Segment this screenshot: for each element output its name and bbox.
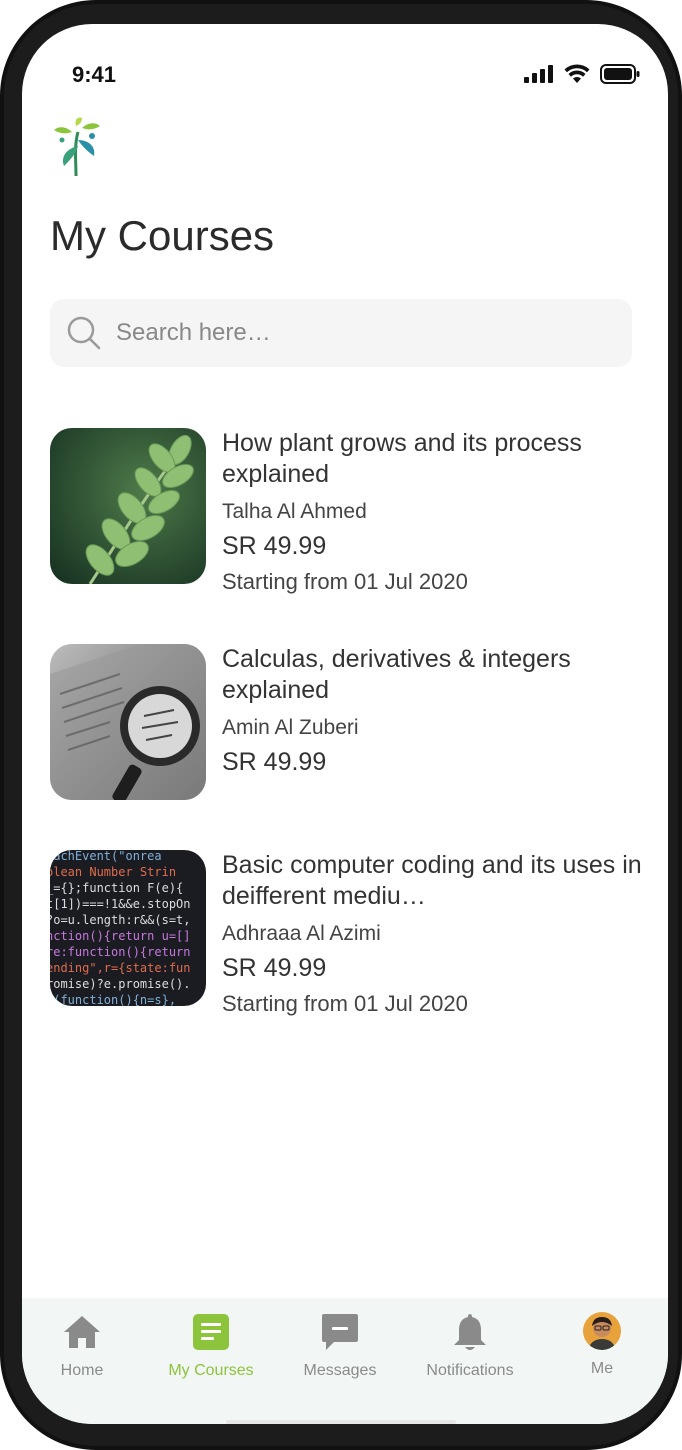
status-bar: 9:41 xyxy=(22,24,668,124)
search-input[interactable] xyxy=(116,309,616,357)
tab-my-courses[interactable]: My Courses xyxy=(151,1312,271,1392)
course-author: Amin Al Zuberi xyxy=(222,716,359,739)
screen: 9:41 xyxy=(22,24,668,1424)
home-icon xyxy=(64,1316,100,1348)
course-thumbnail-code[interactable]: tachEvent("onrea olean Number Strin _={}… xyxy=(50,850,206,1006)
tab-home[interactable]: Home xyxy=(22,1312,142,1392)
svg-text:re:function(){return: re:function(){return xyxy=(50,945,191,959)
bottom-tab-bar: Home My Courses Messag xyxy=(22,1298,668,1424)
course-title[interactable]: How plant grows and its process explaine… xyxy=(222,429,582,488)
svg-text:olean Number Strin: olean Number Strin xyxy=(50,865,176,879)
course-item[interactable]: How plant grows and its process explaine… xyxy=(50,428,650,598)
course-price: SR 49.99 xyxy=(222,532,327,560)
tab-me[interactable]: Me xyxy=(542,1312,662,1392)
message-icon xyxy=(322,1314,358,1350)
svg-text:nction(){return u=[]: nction(){return u=[] xyxy=(50,929,191,943)
tab-notifications[interactable]: Notifications xyxy=(410,1312,530,1392)
course-title[interactable]: Calculas, derivatives & integers explain… xyxy=(222,645,571,704)
course-title[interactable]: Basic computer coding and its uses in de… xyxy=(222,851,642,910)
phone-bezel: 9:41 xyxy=(4,4,678,1446)
course-item[interactable]: Calculas, derivatives & integers explain… xyxy=(50,644,650,814)
course-start-date: Starting from 01 Jul 2020 xyxy=(222,991,468,1016)
svg-text:?o=u.length:r&&(s=t,: ?o=u.length:r&&(s=t, xyxy=(50,913,191,927)
avatar xyxy=(583,1312,621,1350)
svg-text:romise)?e.promise().: romise)?e.promise(). xyxy=(50,977,191,991)
code-screen-image: tachEvent("onrea olean Number Strin _={}… xyxy=(50,850,206,1006)
course-price: SR 49.99 xyxy=(222,954,327,982)
search-bar[interactable] xyxy=(50,299,632,367)
courses-icon xyxy=(193,1314,229,1350)
svg-text:d(function(){n=s},: d(function(){n=s}, xyxy=(50,993,176,1006)
search-icon xyxy=(67,316,101,350)
course-item[interactable]: tachEvent("onrea olean Number Strin _={}… xyxy=(50,850,650,1020)
tab-label: Me xyxy=(590,1360,614,1377)
course-author: Talha Al Ahmed xyxy=(222,500,367,523)
status-time: 9:41 xyxy=(72,62,117,87)
status-icons xyxy=(524,64,640,84)
course-thumbnail-plant[interactable] xyxy=(50,428,206,584)
plant-leaf-image xyxy=(50,428,206,584)
course-author: Adhraaa Al Azimi xyxy=(222,922,381,945)
course-info: Calculas, derivatives & integers explain… xyxy=(222,644,642,777)
tab-label: Home xyxy=(60,1362,104,1379)
tab-messages[interactable]: Messages xyxy=(280,1312,400,1392)
course-info: How plant grows and its process explaine… xyxy=(222,428,642,595)
svg-text:ending",r={state:fun: ending",r={state:fun xyxy=(50,961,191,975)
home-indicator xyxy=(226,1420,456,1424)
course-price: SR 49.99 xyxy=(222,748,327,776)
signal-icon xyxy=(524,65,553,83)
tab-label: Messages xyxy=(303,1362,377,1379)
wifi-icon xyxy=(564,64,590,83)
course-thumbnail-math[interactable] xyxy=(50,644,206,800)
course-start-date: Starting from 01 Jul 2020 xyxy=(222,569,468,594)
app-logo xyxy=(54,117,100,177)
svg-text:tachEvent("onrea: tachEvent("onrea xyxy=(50,850,162,863)
magnifier-book-image xyxy=(50,644,206,800)
svg-text:_={};function F(e){: _={};function F(e){ xyxy=(50,881,183,895)
svg-text:t[1])===!1&&e.stopOn: t[1])===!1&&e.stopOn xyxy=(50,897,191,911)
tab-label: My Courses xyxy=(168,1362,254,1379)
course-info: Basic computer coding and its uses in de… xyxy=(222,850,642,1017)
page-title: My Courses xyxy=(50,212,275,259)
tab-label: Notifications xyxy=(426,1362,514,1379)
bell-icon xyxy=(454,1314,486,1350)
battery-icon xyxy=(600,64,640,84)
